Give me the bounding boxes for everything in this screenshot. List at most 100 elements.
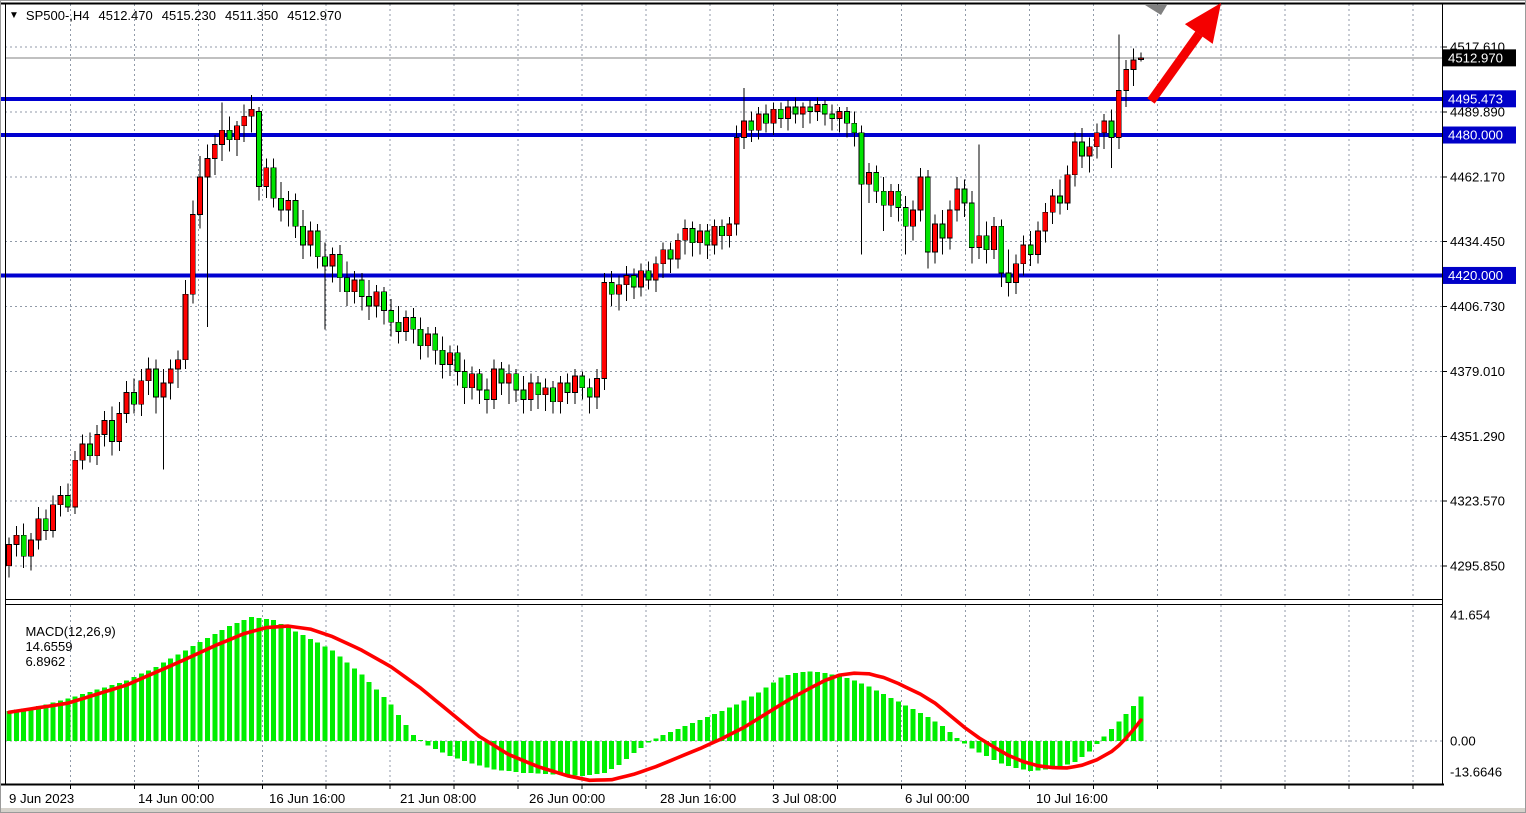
candle-body [1115,90,1122,138]
candle-body [674,239,681,260]
macd-bar [21,708,27,741]
macd-bar [888,697,894,741]
trend-arrow-shaft[interactable] [1147,31,1203,104]
trend-arrow[interactable] [1147,3,1221,104]
macd-bar [925,716,931,741]
time-tick-label: 10 Jul 16:00 [1036,791,1108,806]
candle-body [880,190,887,206]
candle-body [35,518,42,541]
macd-bar [1123,713,1129,741]
candle-body [866,172,872,185]
macd-bar [263,618,269,741]
macd-bar [374,689,379,741]
candle-body [910,209,916,227]
candles [6,34,1144,578]
candle-body [307,230,314,246]
candle-body [1049,195,1056,213]
macd-bar [80,694,85,741]
macd-bar [594,741,600,774]
macd-bar [1094,741,1100,745]
candle-body [447,352,453,365]
candle-body [336,253,343,279]
macd-bar [440,741,446,753]
candle-body [101,420,108,435]
macd-bar [234,623,240,741]
macd-bar [815,672,820,741]
macd-bar [278,623,284,741]
macd-bar [866,686,872,741]
candle-body [94,434,101,457]
candle-body [263,167,270,187]
macd-axis-label: 0.00 [1450,734,1476,749]
macd-bar [976,741,982,753]
macd-bar [124,680,130,741]
macd-bar [153,666,159,741]
macd-bar [315,642,321,741]
candle-body [873,172,880,192]
candle-body [285,200,292,211]
candle-body [292,200,299,227]
macd-bar [1101,736,1107,741]
macd-bar [109,685,115,741]
macd-bar [917,713,923,741]
macd-bar [498,741,504,771]
macd-bar [690,722,696,741]
macd-bar [1035,741,1041,771]
candle-body [57,495,64,506]
macd-bar [984,741,990,757]
candle-body [954,188,961,211]
candle-body [79,443,86,461]
time-tick-label: 21 Jun 08:00 [400,791,476,806]
macd-bar [521,741,526,773]
macd-bar [50,702,56,741]
macd-bar [300,635,306,741]
macd-bar [704,716,710,741]
macd-bar [484,741,490,768]
candle-body [667,249,674,260]
candle-body [72,459,79,508]
macd-indicator-label: MACD(12,26,9) 14.6559 6.8962 [11,609,115,684]
macd-bar [550,741,556,775]
macd-bar [403,724,409,741]
candle-body [755,113,762,131]
macd-bar [682,725,688,741]
macd-bar [623,741,629,760]
macd-bar [410,734,416,741]
macd-bar [87,691,93,741]
macd-bar [991,741,997,760]
time-tick-label: 6 Jul 00:00 [905,791,970,806]
time-tick-label: 3 Jul 08:00 [772,791,837,806]
macd-main-value: 14.6559 [25,639,73,654]
macd-bar [903,705,909,741]
candle-body [211,143,218,159]
candle-body [322,256,328,267]
candle-body [241,115,248,127]
macd-bar [293,631,299,741]
macd-bar [6,710,12,741]
candle-body [1130,59,1137,70]
macd-bar [344,662,350,741]
candle-body [425,333,431,347]
macd-bar [675,728,681,741]
macd-bar [227,626,232,741]
macd-bar [844,678,850,741]
trend-arrow-head[interactable] [1184,3,1221,44]
level-price-box [1443,266,1516,284]
candle-body [998,225,1005,274]
level-lines [1,96,1442,278]
macd-bar [645,741,651,743]
level-price-label: 4495.473 [1448,91,1503,106]
candle-body [454,352,461,372]
candle-body [932,223,938,253]
candle-body [682,228,689,241]
time-tick-label: 28 Jun 16:00 [660,791,736,806]
macd-bar [447,741,453,757]
candle-body [689,228,696,244]
candle-body [579,375,586,389]
macd-bar [160,662,166,741]
candle-body [946,209,953,239]
macd-bar [454,741,460,759]
macd-bar [910,709,916,741]
candle-body [1020,244,1027,265]
